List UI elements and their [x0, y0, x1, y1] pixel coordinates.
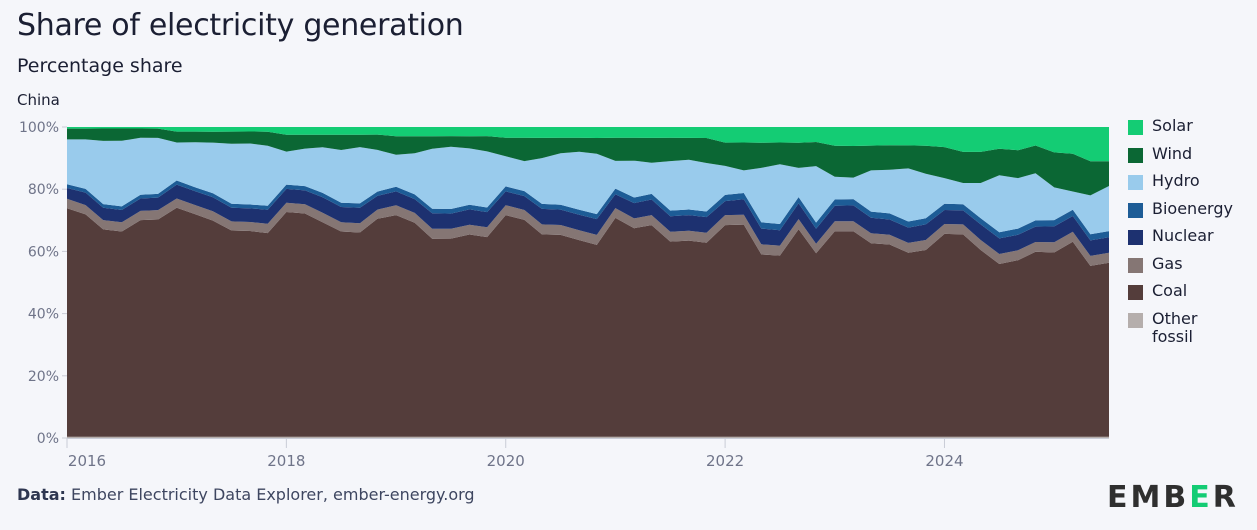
- area-wind[interactable]: [67, 128, 1109, 196]
- chart-subtitle: Percentage share: [17, 55, 183, 77]
- legend-item-bioenergy[interactable]: Bioenergy: [1128, 198, 1233, 228]
- y-tick-label: 20%: [28, 369, 59, 385]
- area-chart: 0% 20% 40% 60% 80% 100% 2016 2018 2020 2022 2024: [19, 120, 1109, 470]
- data-source: Data: Ember Electricity Data Explorer, e…: [17, 485, 475, 504]
- legend-swatch-other-fossil: [1128, 312, 1143, 328]
- source-text: Ember Electricity Data Explorer, ember-e…: [71, 485, 475, 504]
- legend-swatch-bioenergy: [1128, 202, 1143, 218]
- logo-text-left: EMB: [1107, 480, 1190, 515]
- logo-text-green: E: [1189, 480, 1213, 515]
- y-tick-label: 0%: [37, 431, 59, 447]
- legend-item-coal[interactable]: Coal: [1128, 282, 1233, 310]
- legend-item-nuclear[interactable]: Nuclear: [1128, 227, 1233, 255]
- legend-swatch-coal: [1128, 285, 1143, 300]
- legend-swatch-solar: [1128, 120, 1143, 135]
- legend-item-solar[interactable]: Solar: [1128, 117, 1233, 145]
- legend-swatch-hydro: [1128, 175, 1143, 190]
- legend-label-bioenergy: Bioenergy: [1152, 198, 1233, 218]
- legend-item-other-fossil[interactable]: Other fossil: [1128, 309, 1233, 345]
- legend-label-solar: Solar: [1152, 116, 1193, 135]
- x-tick-label: 2018: [267, 452, 305, 470]
- legend-swatch-gas: [1128, 257, 1143, 273]
- legend-swatch-nuclear: [1128, 230, 1143, 245]
- source-label: Data:: [17, 485, 66, 504]
- area-coal[interactable]: [67, 207, 1109, 437]
- legend-label-nuclear: Nuclear: [1152, 226, 1214, 245]
- chart-title: Share of electricity generation: [17, 8, 464, 43]
- y-tick-label: 80%: [28, 182, 59, 198]
- area-solar[interactable]: [67, 127, 1109, 162]
- region-label: China: [17, 91, 60, 109]
- y-tick-label: 40%: [28, 307, 59, 323]
- x-tick-label: 2016: [68, 452, 106, 470]
- legend-label-wind: Wind: [1152, 143, 1193, 163]
- y-tick-label: 60%: [28, 244, 59, 260]
- legend-label-gas: Gas: [1152, 253, 1183, 273]
- y-tick-label: 100%: [19, 120, 59, 136]
- area-other-fossil[interactable]: [67, 436, 1109, 438]
- x-tick-label: 2020: [487, 452, 525, 470]
- ember-logo[interactable]: EMBER: [1107, 480, 1239, 515]
- x-tick-label: 2022: [706, 452, 744, 470]
- logo-text-right: R: [1212, 480, 1239, 515]
- legend-label-other-fossil: Other fossil: [1152, 308, 1198, 346]
- legend-swatch-wind: [1128, 147, 1143, 163]
- legend-label-coal: Coal: [1152, 281, 1188, 300]
- area-hydro[interactable]: [67, 137, 1109, 235]
- area-gas[interactable]: [67, 198, 1109, 266]
- legend: Solar Wind Hydro Bioenergy Nuclear Gas Coal Oth…: [1128, 117, 1233, 345]
- legend-item-gas[interactable]: Gas: [1128, 253, 1233, 283]
- legend-item-wind[interactable]: Wind: [1128, 143, 1233, 173]
- area-bioenergy[interactable]: [67, 180, 1109, 241]
- area-nuclear[interactable]: [67, 184, 1109, 256]
- x-tick-label: 2024: [925, 452, 963, 470]
- legend-label-hydro: Hydro: [1152, 171, 1200, 190]
- legend-item-hydro[interactable]: Hydro: [1128, 172, 1233, 200]
